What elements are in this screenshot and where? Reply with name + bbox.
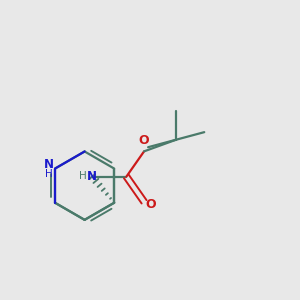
Text: N: N: [44, 158, 54, 171]
Text: N: N: [87, 170, 97, 183]
Text: O: O: [146, 198, 156, 211]
Text: O: O: [139, 134, 149, 147]
Text: H: H: [45, 169, 52, 179]
Text: H: H: [79, 171, 87, 181]
